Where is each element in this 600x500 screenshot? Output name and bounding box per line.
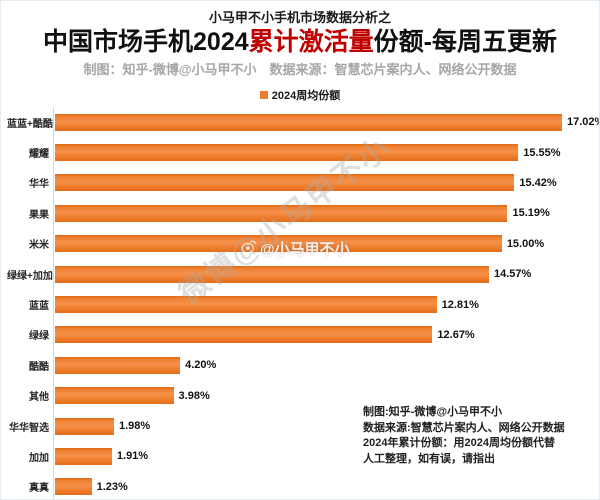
bar-area: 15.55% xyxy=(53,137,593,168)
top-note: 小马甲不小手机市场数据分析之 xyxy=(208,10,391,25)
bar-value-label: 15.55% xyxy=(523,146,561,159)
bar-value-label: 1.98% xyxy=(118,420,151,433)
bar-area: 3.98% xyxy=(53,380,593,411)
bar-area: 1.23% xyxy=(53,471,593,499)
bar xyxy=(55,296,437,314)
bar xyxy=(55,387,174,405)
footnote-line: 人工整理，如有误，请指出 xyxy=(363,452,495,465)
bar-value-label: 12.81% xyxy=(441,298,479,311)
bar xyxy=(55,174,515,192)
bar-area: 15.00% xyxy=(53,228,593,259)
bar-value-label: 14.57% xyxy=(494,268,532,281)
bar xyxy=(55,265,490,283)
category-label: 绿绿 xyxy=(29,331,49,343)
bar-value-label: 4.20% xyxy=(185,359,217,372)
bar xyxy=(55,417,114,435)
bar-value-label: 17.02% xyxy=(567,116,599,129)
legend-swatch xyxy=(259,91,268,99)
bar-row: 果果 15.19% xyxy=(7,198,593,229)
bar xyxy=(55,113,562,131)
bar xyxy=(55,326,433,344)
bar-area: 15.42% xyxy=(53,167,593,199)
bar-row: 酷酷 4.20% xyxy=(7,350,593,381)
bar-value-label: 15.42% xyxy=(519,176,557,189)
bar-row: 耀耀 15.55% xyxy=(7,137,593,168)
bar-row: 米米 15.00% xyxy=(7,228,593,259)
bar-area: 14.57% xyxy=(53,258,593,290)
bar-area: 15.19% xyxy=(53,198,593,229)
bar-area: 1.91% xyxy=(53,441,593,472)
subtitle-credit: 制图：知乎-微博@小马甲不小 数据来源：智慧芯片案内人、网络公开数据 xyxy=(83,62,517,77)
category-label: 绿绿+加加 xyxy=(7,270,53,282)
bar-row: 绿绿+加加 14.57% xyxy=(7,258,593,290)
bar-value-label: 12.67% xyxy=(437,328,475,341)
bar-value-label: 1.23% xyxy=(96,480,128,493)
bar-area: 4.20% xyxy=(53,350,593,381)
category-label: 米米 xyxy=(29,240,49,252)
bar-row: 真真 1.23% xyxy=(7,471,593,499)
bar-area: 17.02% xyxy=(53,107,599,138)
bar-value-label: 15.00% xyxy=(506,237,545,250)
category-label: 酷酷 xyxy=(29,361,49,373)
bar-chart: 蓝蓝+酷酷 17.02% 耀耀 15.55% 华华 15.42% 果果 15.19% 米米 15.… xyxy=(7,107,599,499)
category-label: 果果 xyxy=(29,209,49,221)
footnote-line: 数据来源:智慧芯片案内人、网络公开数据 xyxy=(363,421,565,434)
bar-row: 绿绿 12.67% xyxy=(7,319,593,351)
category-label: 真真 xyxy=(29,483,49,495)
legend-label: 2024周均份额 xyxy=(271,90,341,102)
footnote: 制图:知乎-微博@小马甲不小 数据来源:智慧芯片案内人、网络公开数据 2024年… xyxy=(363,405,565,467)
category-label: 蓝蓝 xyxy=(29,301,49,313)
bar-value-label: 1.91% xyxy=(116,450,149,463)
title-part2: 份额-每周五更新 xyxy=(373,28,557,56)
bar xyxy=(55,235,502,253)
chart-legend: 2024周均份额 xyxy=(1,87,599,103)
bar-row: 华华 15.42% xyxy=(7,167,593,199)
category-label: 耀耀 xyxy=(29,149,49,161)
bar xyxy=(55,204,508,222)
category-label: 华华 xyxy=(29,179,49,191)
page-title: 中国市场手机2024累计激活量份额-每周五更新 xyxy=(1,28,599,56)
bar-area: 12.81% xyxy=(53,289,593,320)
category-label: 加加 xyxy=(29,452,49,464)
category-label: 其他 xyxy=(29,392,49,404)
bar-area: 12.67% xyxy=(53,319,593,351)
title-part1: 中国市场手机2024 xyxy=(43,28,249,56)
chart-rows: 蓝蓝+酷酷 17.02% 耀耀 15.55% 华华 15.42% 果果 15.19% 米米 15.… xyxy=(7,107,599,499)
bar xyxy=(55,447,112,465)
bar xyxy=(55,356,181,374)
footnote-line: 2024年累计份额：用2024周均份额代替 xyxy=(363,437,555,449)
category-label: 蓝蓝+酷酷 xyxy=(7,118,53,130)
bar-row: 其他 3.98% xyxy=(7,380,593,411)
bar-row: 加加 1.91% xyxy=(7,441,593,472)
title-highlight: 累计激活量 xyxy=(248,28,374,56)
bar xyxy=(55,478,92,496)
bar-value-label: 15.19% xyxy=(512,207,550,220)
bar-area: 1.98% xyxy=(53,410,593,442)
bar-row: 华华智选 1.98% xyxy=(7,410,593,442)
bar xyxy=(55,144,519,162)
bar-value-label: 3.98% xyxy=(178,389,210,402)
category-label: 华华智选 xyxy=(9,422,49,434)
bar-row: 蓝蓝 12.81% xyxy=(7,289,593,320)
bar-row: 蓝蓝+酷酷 17.02% xyxy=(7,107,599,138)
footnote-line: 制图:知乎-微博@小马甲不小 xyxy=(363,406,503,418)
